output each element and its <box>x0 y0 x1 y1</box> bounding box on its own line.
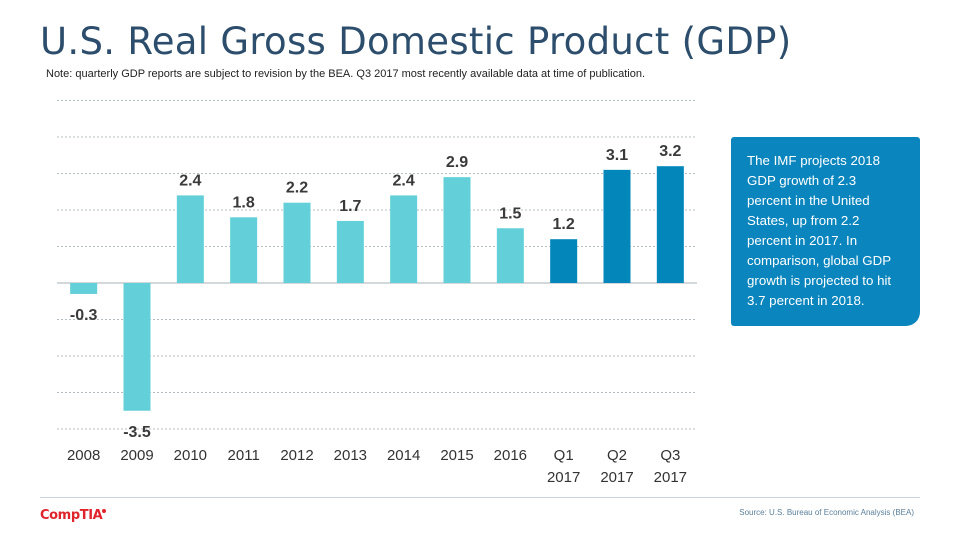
data-label-3: 1.8 <box>233 194 255 211</box>
data-labels: -0.3 -3.5 2.4 1.8 2.2 1.7 2.4 2.9 1.5 1.2 3.1 3.2 <box>70 143 682 441</box>
tick-label-9-0: Q1 <box>554 447 574 464</box>
tick-label-5-0: 2013 <box>334 447 367 464</box>
imf-callout: The IMF projects 2018 GDP growth of 2.3 … <box>731 137 920 326</box>
tick-label-1-0: 2009 <box>120 447 153 464</box>
tick-label-10-0: Q2 <box>607 447 627 464</box>
data-label-11: 3.2 <box>659 143 681 160</box>
tick-label-6-0: 2014 <box>387 447 420 464</box>
bar-5 <box>336 220 364 283</box>
tick-label-7-0: 2015 <box>440 447 473 464</box>
comptia-logo-text: CompTIA <box>40 508 103 523</box>
category-tick-labels: 2008 2009 2010 2011 2012 2013 2014 2015 2016 Q1 20… <box>67 447 687 486</box>
data-label-5: 1.7 <box>339 198 361 215</box>
bar-1 <box>123 283 151 411</box>
tick-label-9-1: 2017 <box>547 469 580 486</box>
bar-3 <box>230 217 258 283</box>
data-label-4: 2.2 <box>286 180 308 197</box>
bar-9 <box>550 239 578 283</box>
bar-2 <box>176 195 204 283</box>
bar-10 <box>603 169 631 283</box>
page-title: U.S. Real Gross Domestic Product (GDP) <box>40 20 792 63</box>
bar-7 <box>443 177 471 283</box>
tick-label-11-0: Q3 <box>660 447 680 464</box>
data-label-6: 2.4 <box>393 172 415 189</box>
gdp-bar-chart: -0.3 -3.5 2.4 1.8 2.2 1.7 2.4 2.9 1.5 1.2 3.1 3.2 2… <box>57 100 697 486</box>
bar-0 <box>70 283 98 294</box>
data-label-0: -0.3 <box>70 307 98 324</box>
bars <box>70 166 684 411</box>
tick-label-8-0: 2016 <box>494 447 527 464</box>
tick-label-10-1: 2017 <box>600 469 633 486</box>
source-note: Source: U.S. Bureau of Economic Analysis… <box>739 508 914 517</box>
comptia-logo: CompTIA <box>40 508 107 523</box>
tick-label-4-0: 2012 <box>280 447 313 464</box>
data-label-10: 3.1 <box>606 147 628 164</box>
bar-8 <box>496 228 524 283</box>
chart-note: Note: quarterly GDP reports are subject … <box>46 68 645 80</box>
gridlines <box>57 100 697 430</box>
bar-11 <box>656 166 684 283</box>
data-label-1: -3.5 <box>123 424 151 441</box>
data-label-8: 1.5 <box>499 205 521 222</box>
tick-label-0-0: 2008 <box>67 447 100 464</box>
data-label-7: 2.9 <box>446 154 468 171</box>
tick-label-11-1: 2017 <box>654 469 687 486</box>
logo-mark-icon <box>102 509 107 513</box>
footer-divider <box>40 497 920 498</box>
bar-6 <box>390 195 418 283</box>
bar-4 <box>283 202 311 283</box>
data-label-2: 2.4 <box>179 172 201 189</box>
tick-label-2-0: 2010 <box>174 447 207 464</box>
data-label-9: 1.2 <box>553 216 575 233</box>
tick-label-3-0: 2011 <box>228 447 260 464</box>
